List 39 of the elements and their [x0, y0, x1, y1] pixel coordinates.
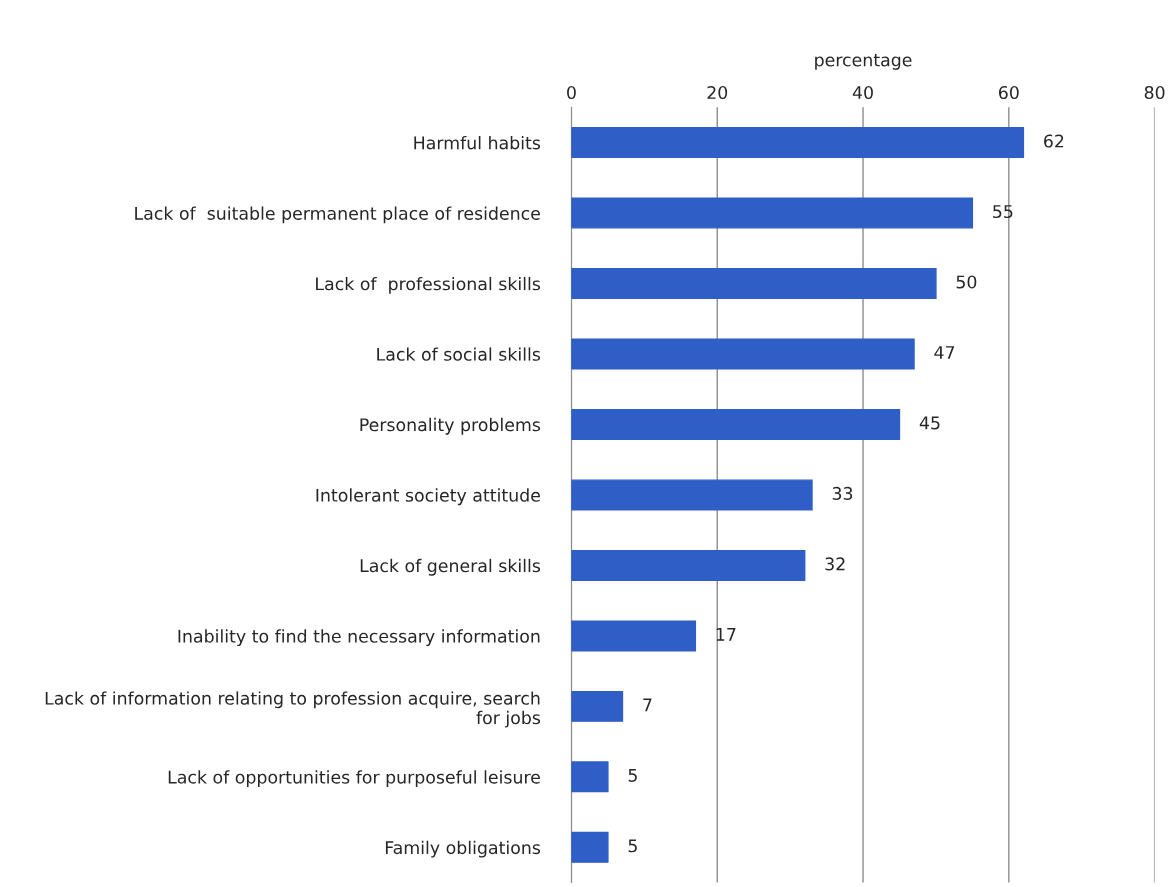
x-tick-label: 20	[707, 85, 728, 100]
bar	[571, 761, 609, 793]
y-tick-label: Harmful habits	[414, 135, 541, 150]
bar	[571, 620, 697, 652]
bar	[571, 338, 915, 370]
y-tick-label: Lack of professional skills	[316, 276, 541, 294]
x-tick-label: 80	[1144, 85, 1165, 100]
data-label: 45	[919, 416, 940, 430]
data-label: 32	[825, 557, 845, 571]
y-tick-label: Intolerant society attitude	[316, 488, 540, 506]
y-tick-label: Personality problems	[360, 417, 541, 435]
bar	[571, 197, 974, 229]
bar	[571, 127, 1025, 159]
y-tick-label: Inability to find the necessary information	[178, 629, 540, 647]
data-label: 62	[1044, 134, 1064, 148]
data-label: 55	[993, 205, 1013, 219]
data-label: 17	[716, 628, 736, 641]
data-label: 50	[956, 275, 977, 289]
x-tick-label: 60	[998, 85, 1019, 100]
y-tick-label: Lack of information relating to profession acquire, search for jobs	[45, 691, 541, 728]
y-tick-label: Lack of opportunities for purposeful leisure	[168, 770, 540, 788]
bar	[571, 408, 901, 440]
data-label: 33	[832, 486, 853, 500]
y-tick-label: Lack of general skills	[360, 558, 541, 576]
x-axis-title: percentage	[815, 54, 912, 70]
x-tick-label: 40	[852, 85, 873, 100]
bar	[571, 690, 624, 722]
data-label: 7	[643, 698, 652, 712]
y-tick-label: Family obligations	[385, 840, 541, 858]
data-label: 5	[628, 768, 637, 782]
data-label: 47	[934, 346, 955, 359]
bar	[571, 549, 806, 581]
data-label: 5	[628, 839, 637, 853]
bar	[571, 831, 609, 863]
bar	[571, 268, 937, 300]
y-tick-label: Lack of social skills	[377, 347, 541, 361]
x-tick-label: 0	[567, 85, 576, 100]
bar	[571, 479, 813, 511]
y-tick-label: Lack of suitable permanent place of residence	[135, 206, 540, 224]
